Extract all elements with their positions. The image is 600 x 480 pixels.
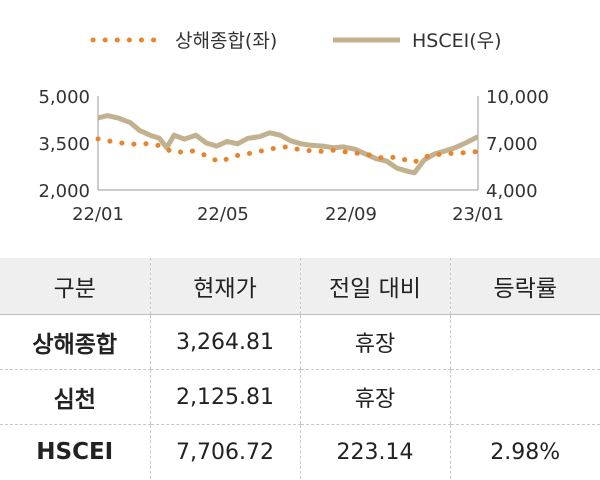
row-name: 상해종합: [0, 314, 150, 370]
table-row: 상해종합 3,264.81 휴장: [0, 314, 600, 370]
row-change: 휴장: [299, 369, 450, 425]
plot-frame: [97, 96, 479, 191]
y-left-tick-label: 5,000: [38, 87, 90, 108]
row-price: 3,264.81: [149, 314, 300, 370]
row-rate: [449, 369, 600, 425]
legend: 상해종합(좌) HSCEI(우): [90, 30, 502, 52]
table-header-row: 구분 현재가 전일 대비 등락률: [0, 258, 600, 315]
y-left-tick-label: 2,000: [38, 181, 90, 202]
row-price: 7,706.72: [149, 424, 300, 479]
table-row: HSCEI 7,706.72 223.14 2.98%: [0, 424, 600, 479]
y-axis-left: 5,000 3,500 2,000: [38, 87, 90, 202]
legend-label-hscei: HSCEI(우): [412, 30, 502, 52]
row-name: 심천: [0, 369, 150, 425]
y-right-tick-label: 10,000: [486, 87, 549, 108]
index-line-chart: 상해종합(좌) HSCEI(우) 5,000 3,500 2,000 10,00…: [38, 30, 549, 225]
table-row: 심천 2,125.81 휴장: [0, 369, 600, 425]
row-change: 223.14: [299, 424, 450, 479]
series-line-hscei: [97, 113, 480, 176]
y-axis-right: 10,000 7,000 4,000: [486, 87, 549, 202]
x-tick-label: 22/09: [325, 204, 377, 225]
y-right-tick-label: 4,000: [486, 181, 538, 202]
x-tick-label: 22/05: [197, 204, 249, 225]
series-layer: [95, 113, 481, 176]
x-axis: 22/01 22/05 22/09 23/01: [72, 204, 504, 225]
row-rate: [449, 314, 600, 370]
header-category: 구분: [0, 258, 150, 315]
x-tick-label: 23/01: [452, 204, 504, 225]
row-name: HSCEI: [36, 439, 114, 465]
row-rate: 2.98%: [449, 424, 600, 479]
series-line-shanghai: [95, 136, 481, 166]
quote-table: 구분 현재가 전일 대비 등락률 상해종합 3,264.81 휴장 심천 2,1…: [0, 258, 600, 479]
legend-label-shanghai: 상해종합(좌): [175, 30, 277, 52]
y-right-tick-label: 7,000: [486, 134, 538, 155]
row-change: 휴장: [299, 314, 450, 370]
header-change: 전일 대비: [299, 258, 450, 315]
header-change-rate: 등락률: [449, 258, 600, 315]
y-left-tick-label: 3,500: [38, 134, 90, 155]
row-price: 2,125.81: [149, 369, 300, 425]
x-tick-label: 22/01: [72, 204, 124, 225]
header-current-price: 현재가: [149, 258, 300, 315]
